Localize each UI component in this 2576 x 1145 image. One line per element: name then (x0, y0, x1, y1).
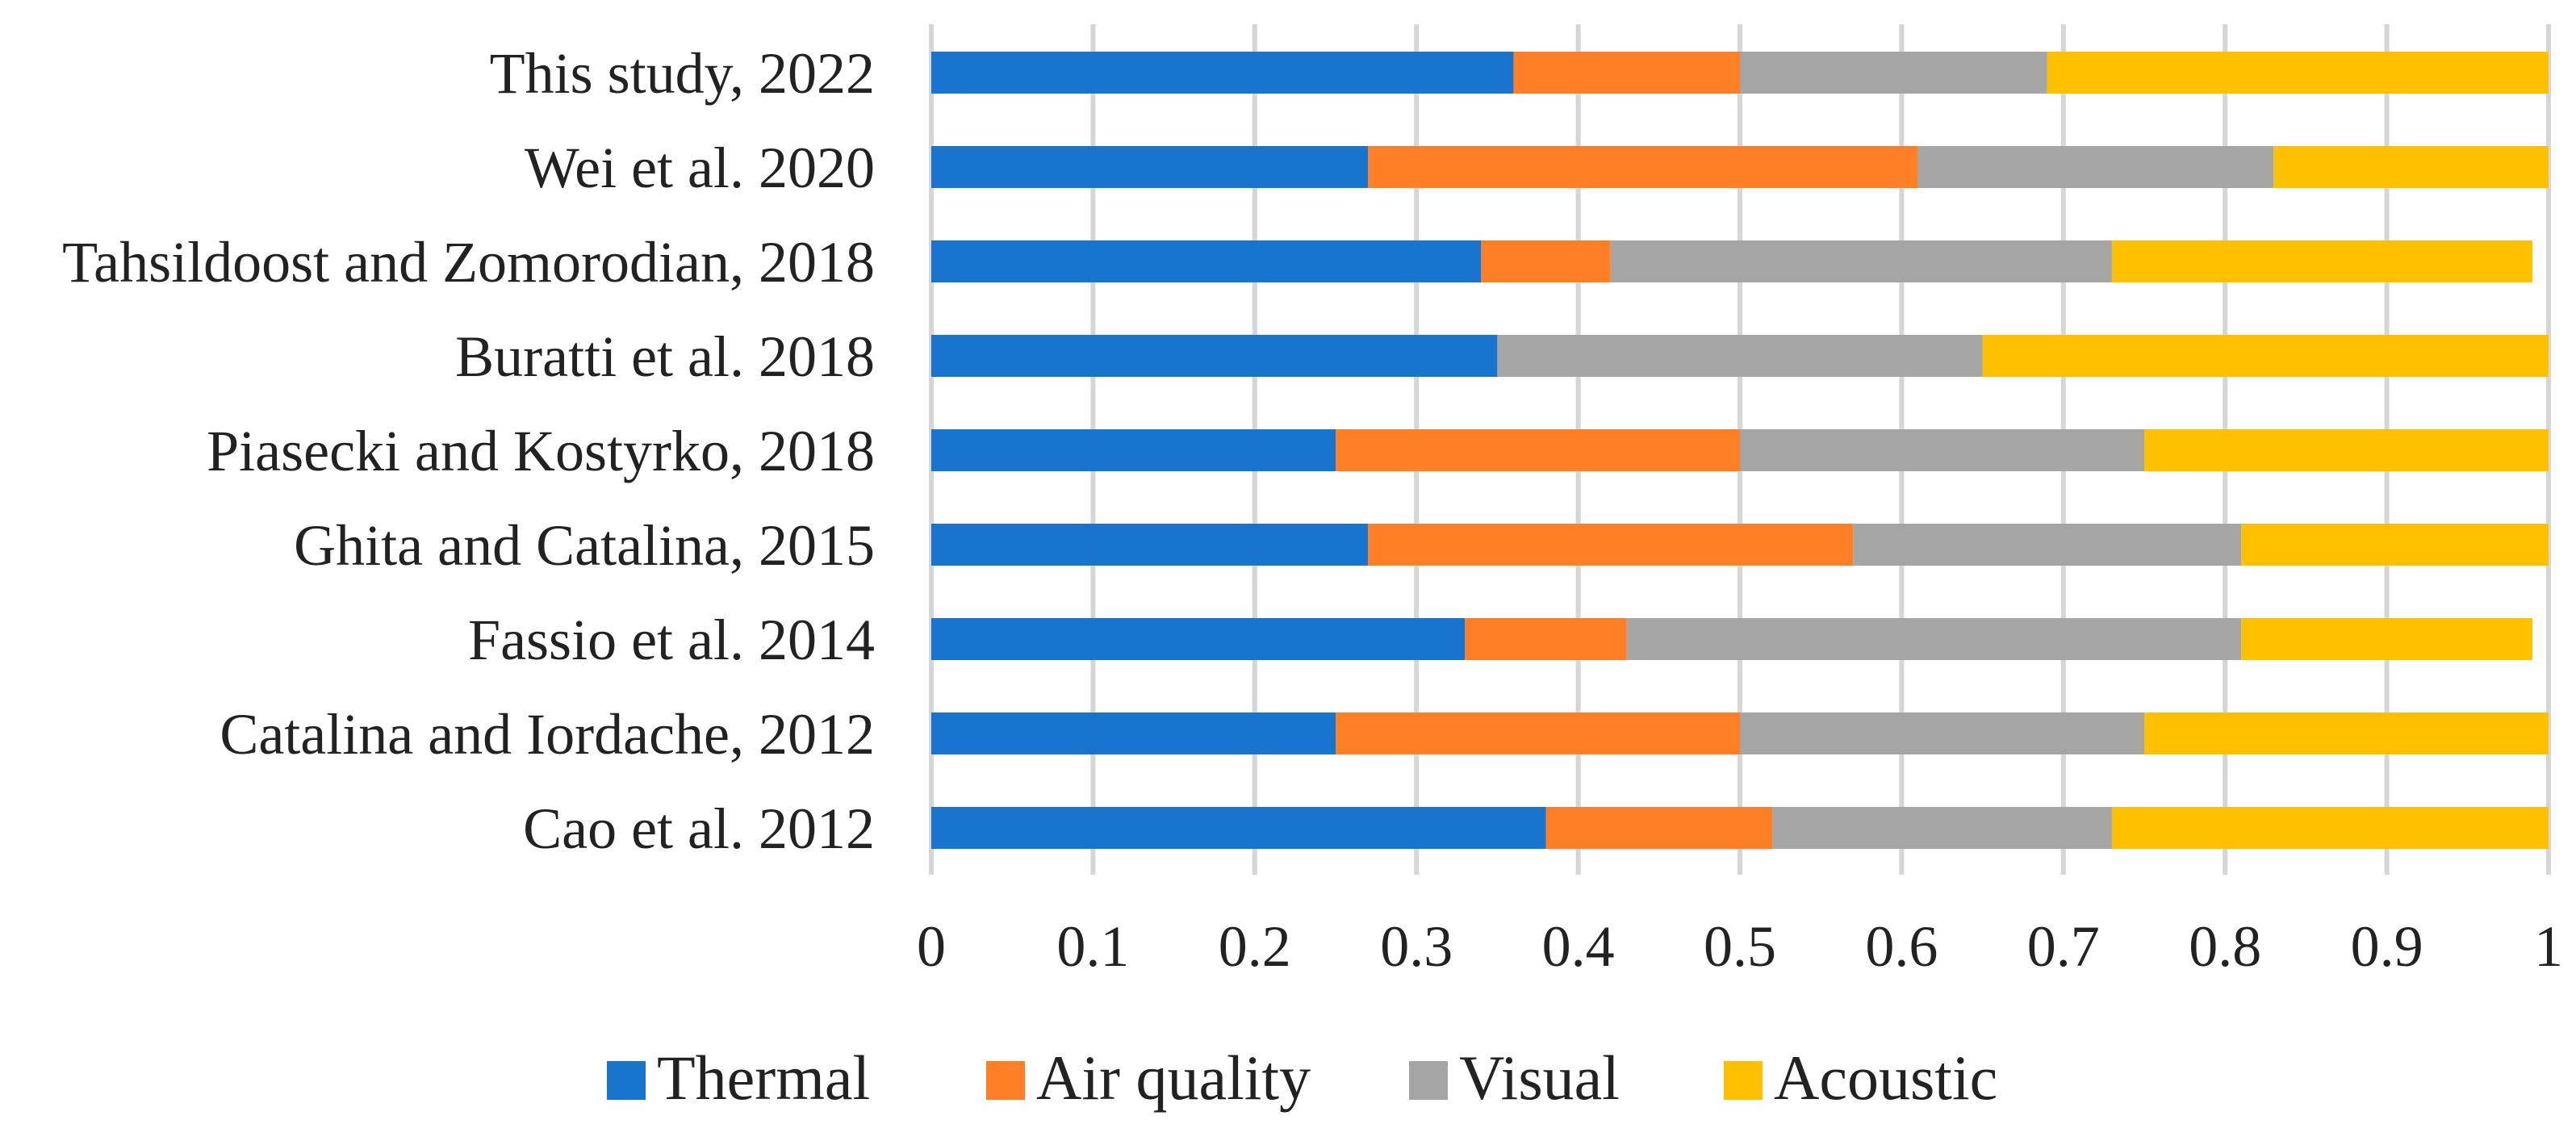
legend-swatch (607, 1061, 646, 1100)
bar-segment (931, 712, 1336, 754)
category-label: Catalina and Iordache, 2012 (220, 702, 875, 767)
legend-label: Visual (1459, 1043, 1620, 1113)
bar-segment (1497, 335, 1983, 377)
bar-segment (931, 52, 1514, 94)
x-tick-label: 0.7 (2027, 914, 2100, 979)
bar-segment (2111, 807, 2549, 849)
bar-segment (1465, 618, 1627, 660)
legend: Thermal Air quality Visual Acoustic (607, 1043, 1997, 1113)
bar-segment (1545, 807, 1773, 849)
x-tick-label: 1 (2534, 914, 2563, 979)
bar-segment (1336, 429, 1740, 471)
category-label: Cao et al. 2012 (523, 796, 875, 861)
category-label: This study, 2022 (490, 41, 875, 106)
bar-segment (1610, 240, 2112, 282)
bar-segment (1626, 618, 2242, 660)
category-label: Ghita and Catalina, 2015 (294, 513, 875, 578)
legend-label: Thermal (657, 1043, 870, 1113)
bar-segment (1917, 146, 2274, 188)
bar-segment (1740, 52, 2047, 94)
bar-segment (931, 618, 1466, 660)
legend-swatch (1409, 1061, 1448, 1100)
category-labels: This study, 2022 Wei et al. 2020 Tahsildoo… (62, 41, 875, 861)
category-label: Fassio et al. 2014 (468, 608, 875, 672)
bar-segment (1740, 712, 2144, 754)
bar-segment (931, 335, 1498, 377)
x-tick-label: 0.2 (1219, 914, 1291, 979)
bar-segment (1740, 429, 2144, 471)
bar-segment (1368, 524, 1854, 566)
x-tick-label: 0.8 (2189, 914, 2261, 979)
x-tick-label: 0.9 (2351, 914, 2423, 979)
category-label: Piasecki and Kostyrko, 2018 (207, 419, 875, 483)
bar-segment (1772, 807, 2112, 849)
legend-swatch (986, 1061, 1025, 1100)
category-label: Tahsildoost and Zomorodian, 2018 (62, 230, 875, 295)
bars (931, 52, 2549, 849)
x-tick-label: 0.6 (1865, 914, 1938, 979)
bar-segment (931, 429, 1336, 471)
x-tick-label: 0.1 (1056, 914, 1129, 979)
legend-label: Acoustic (1774, 1043, 1997, 1113)
bar-segment (2241, 524, 2549, 566)
bar-segment (1853, 524, 2242, 566)
bar-segment (931, 240, 1482, 282)
x-tick-label: 0.3 (1380, 914, 1453, 979)
bar-segment (2144, 429, 2549, 471)
bar-segment (931, 146, 1369, 188)
bar-segment (2144, 712, 2549, 754)
bar-segment (1336, 712, 1740, 754)
x-axis-tick-labels: 0 0.1 0.2 0.3 0.4 0.5 0.6 0.7 0.8 0.9 1 (917, 914, 2563, 979)
bar-segment (931, 807, 1546, 849)
x-tick-label: 0 (917, 914, 946, 979)
bar-segment (931, 524, 1369, 566)
bar-segment (1368, 146, 1918, 188)
x-tick-label: 0.4 (1542, 914, 1615, 979)
bar-segment (2047, 52, 2549, 94)
bar-segment (2241, 618, 2532, 660)
legend-label: Air quality (1036, 1043, 1311, 1113)
x-tick-label: 0.5 (1704, 914, 1776, 979)
legend-swatch (1724, 1061, 1763, 1100)
bar-segment (2111, 240, 2532, 282)
bar-segment (1513, 52, 1740, 94)
bar-segment (1982, 335, 2549, 377)
bar-segment (2273, 146, 2549, 188)
category-label: Wei et al. 2020 (525, 136, 875, 200)
category-label: Buratti et al. 2018 (455, 324, 875, 389)
bar-segment (1481, 240, 1611, 282)
